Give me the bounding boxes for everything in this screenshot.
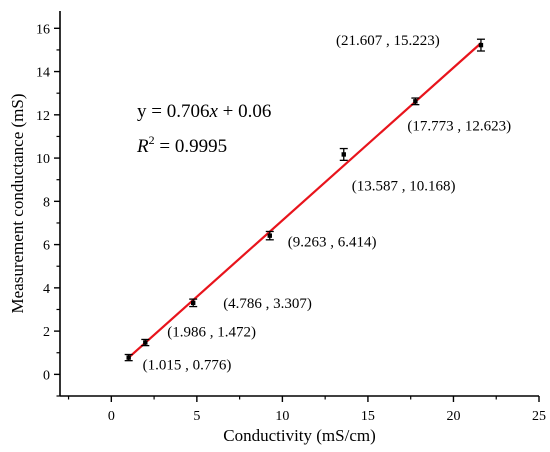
y-tick-label: 0 <box>43 368 50 383</box>
data-point <box>143 340 148 345</box>
point-label: (1.015 , 0.776) <box>143 358 232 374</box>
data-point <box>413 99 418 104</box>
y-tick-label: 14 <box>36 66 50 81</box>
x-tick-label: 15 <box>361 409 375 424</box>
x-tick-label: 5 <box>193 409 200 424</box>
fit-r-squared: R2 = 0.9995 <box>136 133 227 157</box>
y-tick-label: 12 <box>36 109 50 124</box>
point-label: (9.263 , 6.414) <box>288 235 377 251</box>
point-label: (17.773 , 12.623) <box>407 118 511 134</box>
y-tick-label: 2 <box>43 325 50 340</box>
r2-symbol: R <box>136 136 149 157</box>
x-tick-label: 20 <box>446 409 460 424</box>
fit-annotation: y = 0.706x + 0.06 R2 = 0.9995 <box>136 101 271 157</box>
point-label: (1.986 , 1.472) <box>167 325 256 341</box>
data-point <box>190 300 196 306</box>
x-axis-title: Conductivity (mS/cm) <box>223 426 376 445</box>
y-axis-title: Measurement conductance (mS) <box>8 94 27 314</box>
data-point <box>341 152 346 157</box>
eq-rhs: + 0.06 <box>218 101 271 122</box>
x-tick-label: 0 <box>108 409 115 424</box>
data-point <box>126 355 131 360</box>
y-tick-label: 16 <box>36 22 50 37</box>
eq-var: x <box>208 101 218 122</box>
data-point <box>478 42 484 48</box>
fit-equation: y = 0.706x + 0.06 <box>137 101 271 122</box>
y-tick-label: 4 <box>43 282 50 297</box>
data-point <box>267 233 272 238</box>
x-tick-label: 10 <box>275 409 289 424</box>
eq-lhs: y = 0.706 <box>137 101 209 122</box>
point-label: (13.587 , 10.168) <box>352 178 456 194</box>
fit-line <box>126 42 482 360</box>
y-tick-label: 10 <box>36 152 50 167</box>
plot-area: 0 5 10 15 20 25 0 2 4 6 8 10 12 14 16 Conductivity (mS/… <box>8 11 546 445</box>
point-label: (21.607 , 15.223) <box>336 33 440 49</box>
y-tick-label: 6 <box>43 239 50 254</box>
y-tick-label: 8 <box>43 195 50 210</box>
r2-value: = 0.9995 <box>155 136 227 157</box>
point-label: (4.786 , 3.307) <box>223 296 312 312</box>
r2-superscript: 2 <box>149 133 155 147</box>
x-tick-label: 25 <box>532 409 546 424</box>
